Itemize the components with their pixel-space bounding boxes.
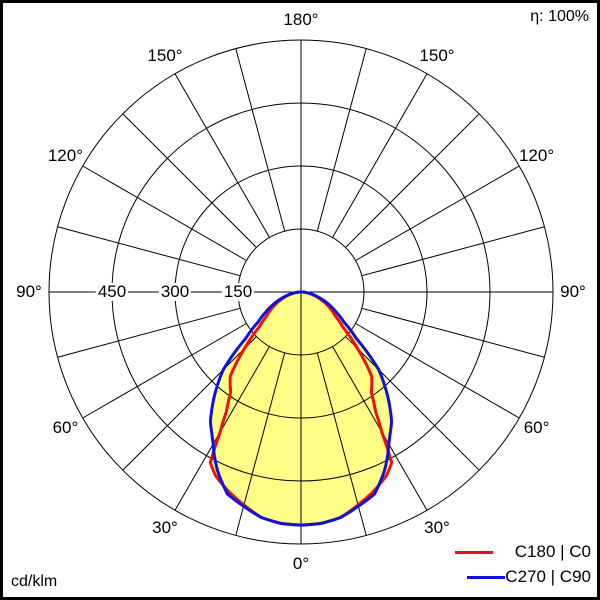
angle-label: 60° bbox=[523, 418, 550, 437]
grid-radial-line bbox=[82, 165, 247, 261]
grid-radial-line bbox=[345, 336, 480, 471]
legend-label: C270 | C90 bbox=[505, 567, 591, 586]
grid-radial-line bbox=[355, 165, 520, 261]
angle-label: 90° bbox=[560, 282, 586, 301]
grid-radial-line bbox=[361, 226, 545, 277]
angle-label: 60° bbox=[52, 418, 79, 437]
curve-c270-c90 bbox=[208, 290, 394, 527]
angle-label: 180° bbox=[283, 10, 319, 29]
grid-radial-line bbox=[57, 307, 241, 358]
legend-swatch-blue bbox=[467, 575, 506, 579]
grid-radial-line bbox=[174, 73, 270, 238]
grid-radial-line bbox=[332, 73, 428, 238]
angle-label: 120° bbox=[518, 146, 555, 165]
grid-radial-line bbox=[235, 48, 286, 232]
unit-label: cd/klm bbox=[11, 573, 58, 590]
angle-label: 90° bbox=[16, 282, 42, 301]
grid-radial-line bbox=[361, 307, 545, 358]
grid-radial-line bbox=[316, 48, 367, 232]
radial-tick-label: 450 bbox=[95, 282, 129, 301]
angle-label: 30° bbox=[424, 517, 450, 537]
angle-label: 0° bbox=[292, 554, 310, 573]
angle-label: 150° bbox=[419, 46, 455, 66]
legend-label: C180 | C0 bbox=[514, 542, 591, 561]
legend-swatch-red bbox=[454, 550, 493, 554]
angle-label: 120° bbox=[47, 146, 84, 165]
radial-tick-label: 150 bbox=[221, 282, 255, 301]
angle-label: 150° bbox=[147, 46, 183, 66]
radial-tick-label: 300 bbox=[158, 282, 192, 301]
grid-radial-line bbox=[355, 323, 520, 419]
grid-radial-line bbox=[82, 323, 247, 419]
efficiency-label: η: 100% bbox=[530, 8, 589, 25]
legend-item-c180-c0: C180 | C0 bbox=[454, 542, 591, 562]
angle-label: 30° bbox=[152, 517, 178, 537]
grid-radial-line bbox=[57, 226, 241, 277]
grid-radial-line bbox=[345, 113, 480, 248]
legend-item-c270-c90: C270 | C90 bbox=[467, 567, 591, 587]
grid-radial-line bbox=[122, 113, 257, 248]
grid-radial-line bbox=[122, 336, 257, 471]
